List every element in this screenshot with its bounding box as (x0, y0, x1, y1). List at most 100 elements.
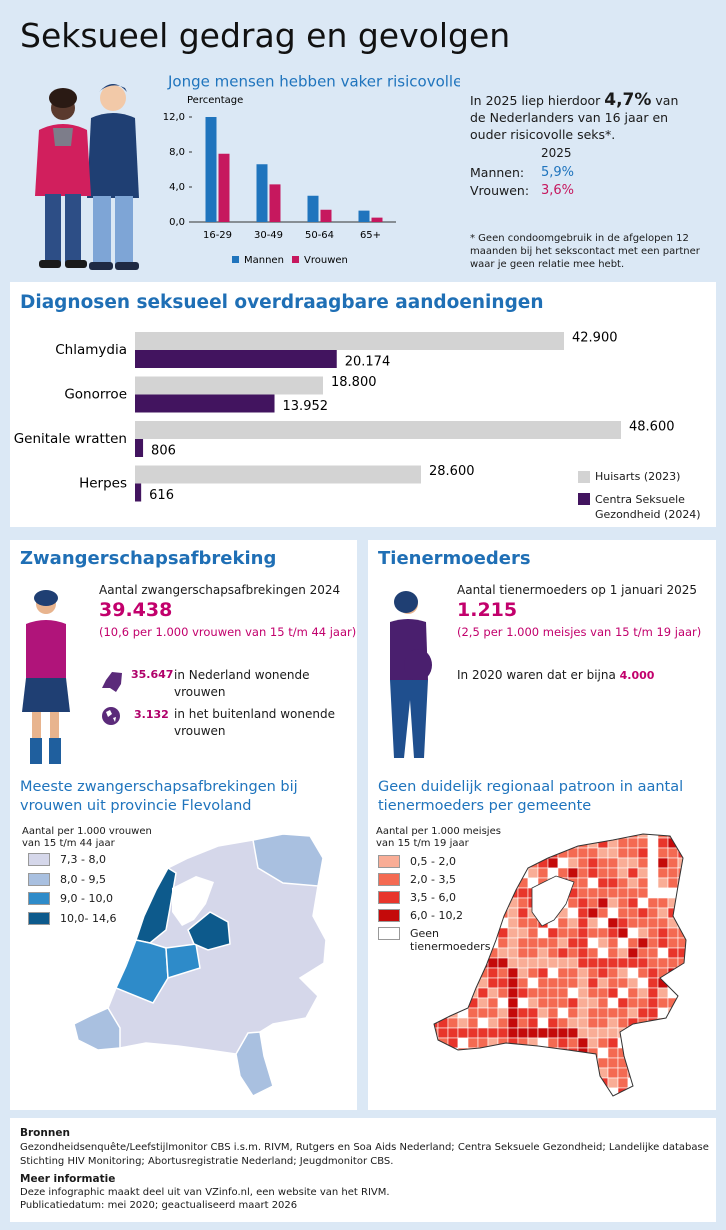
map-region (477, 1007, 489, 1019)
panel (10, 282, 716, 527)
map-region (617, 997, 629, 1009)
map-region (627, 847, 639, 859)
map-region (487, 1057, 499, 1069)
map-region (647, 834, 659, 839)
map-region (577, 867, 589, 879)
map-region (488, 1098, 498, 1103)
map-region (437, 1007, 449, 1019)
rate: (10,6 per 1.000 vrouwen van 15 t/m 44 ja… (99, 625, 357, 639)
map-region (577, 1027, 589, 1039)
map-region (557, 927, 569, 939)
map-region (557, 937, 569, 949)
map-region (478, 1098, 488, 1103)
map-region (657, 987, 669, 999)
map-region (617, 834, 629, 839)
map-region (567, 867, 579, 879)
map-region (487, 1077, 499, 1089)
map-region (637, 937, 649, 949)
map-region (568, 1098, 578, 1103)
map-region (567, 987, 579, 999)
map-region (252, 833, 324, 887)
map-region (507, 977, 519, 989)
map-region (627, 927, 639, 939)
breakdown-value: 3.132 (134, 708, 169, 721)
map-region (607, 877, 619, 889)
map-region (587, 907, 599, 919)
map-region (434, 834, 439, 839)
map-region (557, 997, 569, 1009)
map-region (688, 918, 693, 928)
map-region (448, 1098, 458, 1103)
map-region (657, 837, 669, 849)
map-region (547, 997, 559, 1009)
map-region (114, 939, 169, 1004)
map-region (527, 867, 539, 879)
map-region (537, 967, 549, 979)
illustration-part (390, 680, 428, 758)
map-region (607, 957, 619, 969)
map-region (497, 847, 509, 859)
map-region (577, 987, 589, 999)
bar (135, 394, 275, 413)
map-region (647, 1007, 659, 1019)
map-region (688, 1018, 693, 1028)
map-region (557, 967, 569, 979)
map-region (567, 1047, 579, 1059)
map-region (567, 1057, 579, 1069)
breakdown-label: in Nederland wonende vrouwen (174, 668, 310, 699)
map-region (617, 1017, 629, 1029)
map-region (537, 1047, 549, 1059)
map-region (437, 1027, 449, 1039)
map-region (587, 947, 599, 959)
map-region (607, 897, 619, 909)
map-region (597, 1017, 609, 1029)
map-region (457, 977, 469, 989)
map-region (667, 847, 679, 859)
map-region (688, 908, 693, 918)
map-region (437, 834, 449, 839)
map-region (597, 837, 609, 849)
map-region (497, 1057, 509, 1069)
map-region (617, 1037, 629, 1049)
bar (135, 421, 621, 439)
map-region (688, 988, 693, 998)
map-region (668, 1098, 678, 1103)
map-region (467, 837, 479, 849)
map-region (538, 1098, 548, 1103)
map-region (487, 997, 499, 1009)
map-region (627, 957, 639, 969)
map-region (647, 887, 659, 899)
map-region (447, 1017, 459, 1029)
map-region (657, 1037, 669, 1049)
map-region (627, 1057, 639, 1069)
map-region (527, 847, 539, 859)
legend-swatch (28, 911, 50, 925)
map-region (517, 1017, 529, 1029)
map-region (688, 1038, 693, 1048)
footer-heading: Bronnen (20, 1127, 70, 1139)
map-region (617, 897, 629, 909)
map-region (557, 957, 569, 969)
map-region (677, 1027, 686, 1039)
map-region (507, 987, 519, 999)
map-region (647, 897, 659, 909)
value-label: 616 (149, 488, 174, 503)
map-region (607, 1047, 619, 1059)
map-region (637, 1077, 649, 1089)
map-region (527, 857, 539, 869)
map-region (447, 837, 459, 849)
map-region (577, 1037, 589, 1049)
legend-swatch (578, 493, 590, 505)
map-region (537, 957, 549, 969)
map-region (547, 1037, 559, 1049)
map-region (477, 997, 489, 1009)
map-region (457, 1027, 469, 1039)
map-region (657, 867, 669, 879)
map-region (517, 1077, 529, 1089)
map-region (567, 997, 579, 1009)
map-region (677, 1047, 686, 1059)
map-region (537, 834, 549, 839)
map-region (637, 877, 649, 889)
map-region (537, 1007, 549, 1019)
map-region (677, 1017, 686, 1029)
